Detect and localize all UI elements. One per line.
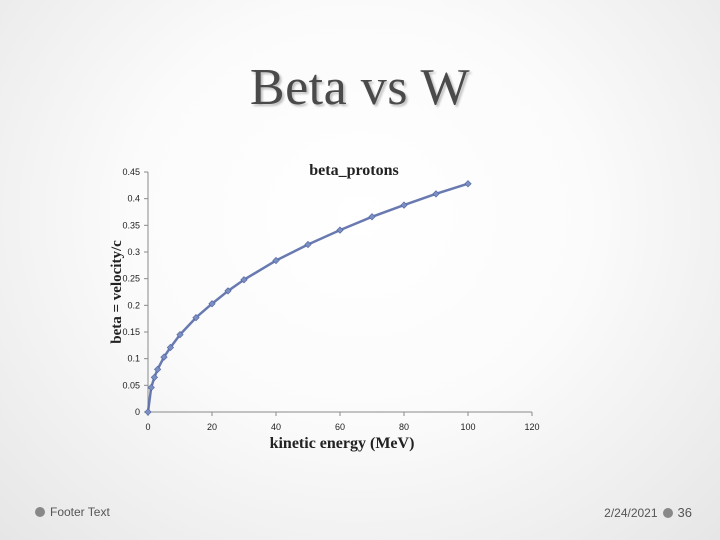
data-point [368, 213, 376, 221]
chart-plot-area: 0 0.05 0.1 0.15 0.2 0.25 0.3 0.35 0.4 0.45 0 20 40 60… [109, 162, 540, 452]
y-tick-label: 0 [135, 407, 140, 417]
data-point [304, 240, 312, 249]
chart-title: beta_protons [309, 162, 399, 179]
footer-text: Footer Text [50, 505, 110, 519]
data-point [147, 383, 155, 392]
data-point [240, 276, 248, 284]
x-tick-label: 40 [271, 422, 281, 432]
data-point [166, 343, 175, 352]
y-tick-label: 0.1 [127, 354, 140, 364]
y-tick-label: 0.2 [127, 300, 140, 310]
x-tick-label: 80 [399, 422, 409, 432]
footer-date: 2/24/2021 [604, 505, 658, 520]
x-tick-label: 20 [207, 422, 217, 432]
data-point [400, 201, 408, 209]
x-tick-label: 60 [335, 422, 345, 432]
x-tick-label: 100 [460, 422, 475, 432]
footer-separator-icon [662, 507, 673, 518]
y-tick-label: 0.35 [122, 220, 140, 230]
y-tick-label: 0.45 [122, 167, 140, 177]
data-point [144, 408, 152, 416]
y-axis-label: beta = velocity/c [109, 240, 125, 344]
data-point [153, 365, 162, 373]
y-tick-label: 0.4 [127, 194, 140, 204]
data-point [464, 180, 472, 188]
y-tick-label: 0.05 [122, 380, 140, 390]
slide-number: 36 [677, 505, 692, 520]
data-point [192, 313, 200, 322]
data-point [208, 300, 216, 308]
x-tick-label: 120 [524, 422, 539, 432]
series-line [146, 182, 469, 413]
footer-bullet-icon [35, 507, 45, 517]
data-point [224, 287, 232, 295]
x-axis-label: kinetic energy (MeV) [270, 435, 415, 452]
y-tick-label: 0.25 [122, 274, 140, 284]
data-point [432, 190, 440, 198]
footer-right: 2/24/2021 36 [604, 505, 692, 520]
data-point [336, 226, 344, 234]
x-tick-label: 0 [145, 422, 150, 432]
data-point [176, 331, 184, 339]
y-tick-label: 0.3 [127, 247, 140, 257]
footer-left: Footer Text [30, 505, 110, 519]
data-point [272, 256, 280, 265]
slide-title: Beta vs W [249, 59, 471, 116]
y-tick-label: 0.15 [122, 327, 140, 337]
data-point [160, 353, 168, 361]
data-point [150, 373, 159, 381]
